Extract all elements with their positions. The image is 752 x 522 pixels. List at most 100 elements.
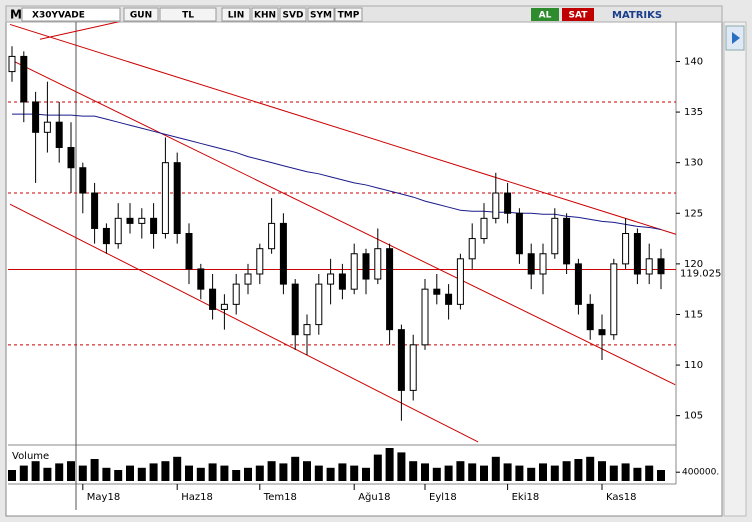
toolbar-button[interactable] <box>279 7 307 22</box>
x-tick-label: Haz18 <box>181 492 213 503</box>
candle-body <box>574 263 582 305</box>
trend-line <box>9 23 676 235</box>
volume-bar <box>102 467 111 481</box>
candle-body <box>161 162 169 235</box>
symbol-box[interactable] <box>21 7 121 22</box>
volume-bar <box>574 459 583 481</box>
candle-body <box>386 248 394 331</box>
sell-label: SAT <box>569 11 589 21</box>
volume-bar <box>456 461 465 481</box>
toolbar-button-label: LIN <box>228 11 245 21</box>
candle-body <box>456 258 464 305</box>
volume-bar <box>8 470 16 481</box>
plot <box>8 22 676 443</box>
volume-label: Volume <box>12 451 49 462</box>
toolbar-button-label: TL <box>182 11 194 21</box>
volume-bar <box>491 456 500 481</box>
buy-label: AL <box>539 11 552 21</box>
volume-bar <box>444 465 453 481</box>
y-tick-label: 110 <box>684 360 703 371</box>
volume-bar <box>338 463 347 481</box>
candle-body <box>527 253 535 275</box>
volume-bar <box>149 463 158 481</box>
candle-body <box>185 233 193 270</box>
volume-bar <box>90 459 99 481</box>
volume-bar <box>31 461 40 481</box>
buy-button[interactable] <box>531 8 559 21</box>
last-price: 119.025 <box>680 269 721 280</box>
candle-body <box>622 233 630 265</box>
candle-body <box>32 101 40 133</box>
volume-bar <box>279 463 288 481</box>
candle-body <box>43 121 51 133</box>
candle-body <box>504 192 512 214</box>
x-tick-label: May18 <box>87 492 120 503</box>
y-tick-label: 130 <box>684 158 703 169</box>
candle-body <box>409 344 417 391</box>
candle-body <box>20 55 28 103</box>
scrollbar[interactable] <box>723 21 747 517</box>
volume-bar <box>291 456 300 481</box>
volume-bar <box>657 470 665 481</box>
toolbar-button-label: TMP <box>338 11 360 21</box>
candle-body <box>315 283 323 326</box>
candle-body <box>150 217 158 235</box>
candle-body <box>362 253 370 280</box>
volume-bar <box>539 463 547 481</box>
brand: MATRIKS <box>612 10 662 21</box>
volume-bar <box>55 463 64 481</box>
candle-body <box>173 162 181 235</box>
candle-body <box>610 263 618 336</box>
candle-body <box>91 192 99 229</box>
candle-body <box>244 273 252 285</box>
volume-bar <box>621 463 630 481</box>
toolbar-button[interactable] <box>221 7 251 22</box>
candle-body <box>563 217 571 265</box>
volume-bar <box>78 465 87 481</box>
candle-body <box>279 222 287 285</box>
y-tick-label: 105 <box>684 411 703 422</box>
candle-body <box>197 268 205 290</box>
candle-body <box>397 329 405 391</box>
candle-body <box>374 248 382 280</box>
volume-bar <box>114 470 123 481</box>
candle-body <box>480 217 488 240</box>
volume-bar <box>598 461 606 481</box>
volume-bar <box>137 467 146 481</box>
candle-body <box>327 273 335 285</box>
toolbar-button[interactable] <box>334 7 363 22</box>
y-tick-label: 125 <box>684 208 703 219</box>
volume-bar <box>645 465 654 481</box>
candle-body <box>138 217 146 224</box>
candle-body <box>515 212 523 255</box>
y-tick-label: 135 <box>684 107 703 118</box>
candle-body <box>8 55 16 73</box>
volume-bar <box>350 465 359 481</box>
nav-arrow <box>732 32 740 44</box>
candle-body <box>598 329 606 336</box>
volume-tick-label: 400000. <box>682 468 719 478</box>
toolbar-button[interactable] <box>159 7 217 22</box>
volume-bar <box>468 463 477 481</box>
candle-body <box>350 253 358 290</box>
candle-body <box>433 288 441 295</box>
volume-bar <box>515 465 524 481</box>
toolbar-button[interactable] <box>251 7 279 22</box>
candle-body <box>539 253 547 275</box>
candle-body <box>55 121 63 148</box>
last-price-box <box>677 267 721 280</box>
candle-body <box>445 293 453 305</box>
toolbar-button[interactable] <box>123 7 159 22</box>
volume-bar <box>480 465 488 481</box>
toolbar-button[interactable] <box>307 7 335 22</box>
volume-bar <box>326 467 335 481</box>
volume-bar <box>397 452 406 481</box>
x-tick-label: Eyl18 <box>429 492 457 503</box>
candle-body <box>657 258 665 275</box>
candle-body <box>102 227 110 245</box>
moving-average <box>12 113 662 230</box>
candle-body <box>633 233 641 275</box>
volume-bar <box>527 467 536 481</box>
sell-button[interactable] <box>562 8 594 21</box>
